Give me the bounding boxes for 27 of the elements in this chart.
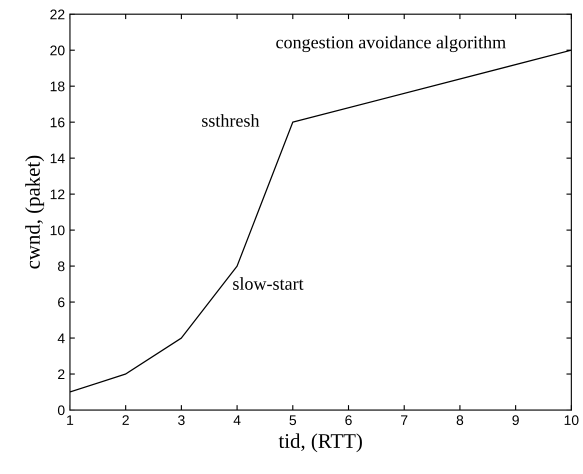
y-tick-label: 6 — [58, 297, 64, 308]
x-tick-label: 8 — [456, 415, 464, 426]
x-axis-title: tid, (RTT) — [278, 433, 362, 452]
x-tick-label: 1 — [67, 415, 74, 425]
x-tick-label: 2 — [122, 415, 129, 425]
x-tick-label: 7 — [401, 415, 408, 425]
annotation: ssthresh — [202, 114, 260, 127]
y-tick-label: 0 — [58, 405, 65, 416]
y-tick-label: 22 — [50, 10, 64, 20]
x-tick-label: 6 — [345, 415, 352, 426]
y-tick-label: 2 — [58, 369, 64, 380]
annotation: congestion avoidance algorithm — [276, 36, 506, 52]
y-tick-label: 10 — [50, 225, 65, 236]
annotation: slow-start — [233, 277, 304, 290]
y-tick-label: 18 — [50, 82, 64, 92]
x-tick-label: 10 — [564, 415, 579, 426]
y-axis-title: cwnd, (paket) — [25, 156, 44, 269]
y-tick-label: 12 — [50, 189, 64, 200]
x-tick-label: 4 — [234, 415, 241, 425]
y-tick-label: 20 — [50, 46, 65, 56]
x-tick-label: 3 — [178, 415, 185, 426]
x-tick-label: 9 — [512, 415, 519, 426]
x-tick-label: 5 — [289, 415, 296, 426]
y-tick-label: 14 — [50, 154, 65, 164]
y-tick-label: 16 — [50, 117, 64, 128]
y-tick-label: 8 — [58, 261, 64, 272]
y-tick-label: 4 — [58, 334, 65, 344]
